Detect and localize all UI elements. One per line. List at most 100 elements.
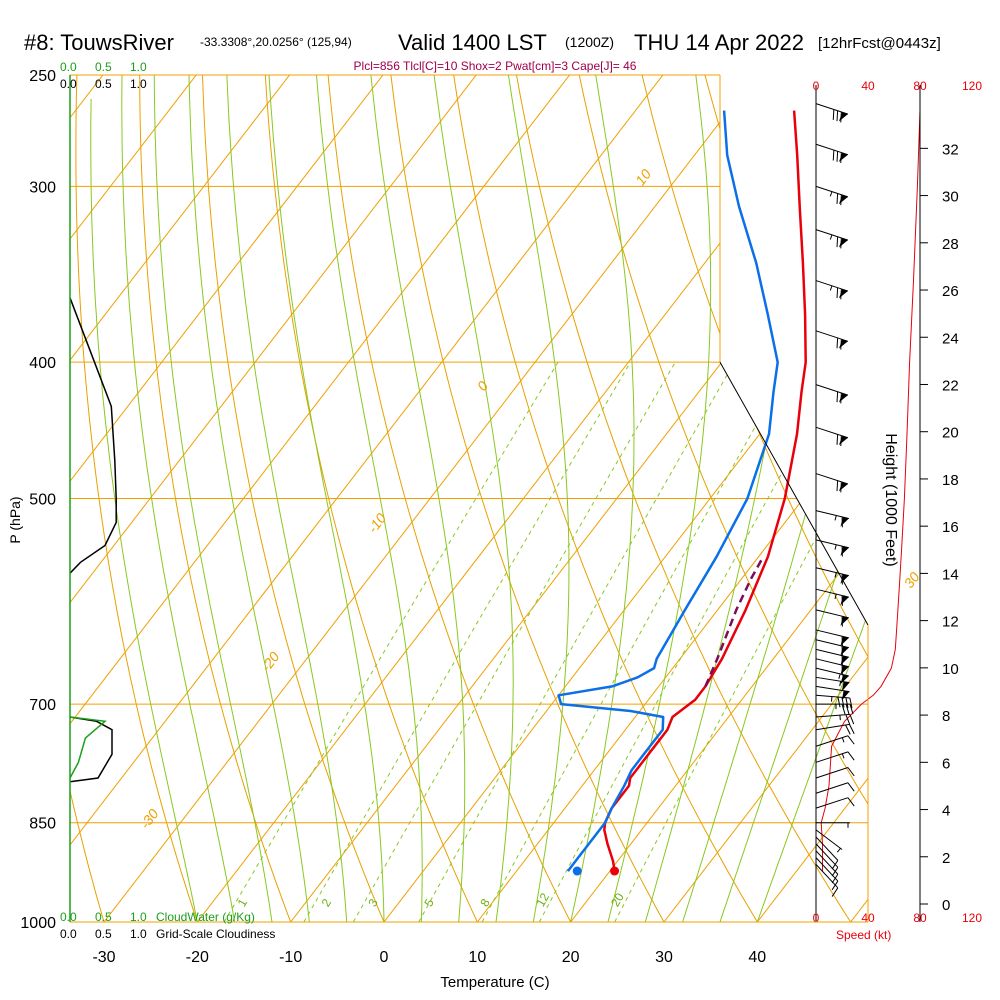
dry-adiabat-line [554,75,868,922]
barb-pennant [841,681,850,692]
barb-flag [840,111,842,123]
barb-half-flag [841,753,845,759]
wind-barb [816,822,850,828]
wind-barb [815,676,850,692]
moist-adiabat-line [719,75,868,922]
moist-adiabat-line [187,75,310,922]
wind-barb [815,797,855,809]
stability-indices: Plcl=856 Tlcl[C]=10 Shox=2 Pwat[cm]=3 Ca… [354,59,637,73]
mixing-ratio-line [614,361,868,922]
speed-tick-label-bottom: 0 [813,911,820,925]
isotherm-line [70,75,868,922]
height-tick-label: 32 [942,141,959,158]
wind-barb [815,723,855,735]
cloudiness-scale-label-top: 0.5 [95,77,112,91]
barb-staff [815,836,839,861]
pressure-tick-label: 300 [29,179,56,196]
mixing-ratio-line [538,361,844,922]
barb-half-flag [836,848,841,853]
isotherm-line [756,75,868,922]
barb-flag [836,337,839,349]
barb-flag [840,194,842,206]
cloudiness-profile-upper [69,297,117,574]
dry-adiabat-line [495,75,868,922]
dry-adiabat-line [731,75,868,922]
moist-adiabat-line [570,75,635,922]
barb-flag [831,867,839,877]
dry-adiabat-line [70,75,114,922]
cloudiness-scale-label-bottom: 0.5 [95,927,112,941]
wind-barb [815,648,849,667]
barb-flag [845,714,851,725]
barb-flag [836,391,839,403]
surface-dewpoint-dot [572,866,582,876]
barb-flag [836,236,839,248]
x-tick-label: 0 [380,949,389,966]
barb-flag [831,887,839,897]
wind-barb [815,667,849,685]
wind-barb [815,629,849,647]
barb-staff [815,782,849,794]
dry-adiabat-line [849,75,868,922]
x-tick-label: 30 [655,949,673,966]
barb-flag [841,703,846,715]
cloud-profile [69,297,117,783]
barb-pennant [841,690,850,701]
wind-barb [815,473,849,493]
isotherm-label: -30 [137,806,162,832]
moist-adiabat-line [756,75,868,922]
x-tick-label: -30 [92,949,115,966]
mixing-ratio-label: 5 [421,896,437,909]
wind-barb [815,713,855,725]
barb-flag [832,150,835,161]
sounding-profiles [557,110,807,876]
moist-adiabat-line [90,98,198,922]
cloudiness-scale-label-top: 1.0 [130,77,147,91]
moist-adiabat-line [607,75,712,922]
barb-half-flag [829,191,833,197]
barb-flag [840,237,842,249]
dry-adiabat-line [0,0,18,952]
isotherm-line [70,75,815,922]
barb-flag [832,109,835,120]
wind-barb [815,685,850,701]
barb-half-flag [838,673,841,679]
barb-flag [831,873,839,884]
forecast-tag: [12hrFcst@0443z] [818,35,941,52]
cloudiness-scale-label-bottom: 0.0 [60,927,77,941]
station-coordinates: -33.3308°,20.0256° (125,94) [200,35,352,49]
wind-barb [815,280,849,300]
speed-tick-label-top: 40 [861,79,875,93]
pressure-tick-label: 1000 [20,915,56,932]
moist-adiabat-line [308,75,423,922]
speed-axis-title: Speed (kt) [836,928,891,942]
isotherm-label: 0 [474,378,492,394]
chart-labels: -30 -20 -10 0 10 20 30 402503004005007008501000… [20,60,959,966]
barb-flag [831,880,839,891]
moist-adiabat-line [121,75,236,922]
barb-flag [847,797,855,807]
isotherm-lines [70,75,868,922]
pressure-tick-label: 500 [29,492,56,509]
wind-speed-profile [820,110,921,872]
y-axis-title: P (hPa) [7,496,23,543]
height-tick-label: 28 [942,236,959,253]
surface-temperature-dot [610,866,620,876]
barb-half-flag [839,681,842,687]
moist-adiabat-lines [90,75,868,922]
mixing-ratio-line [481,361,792,922]
pressure-tick-label: 400 [29,355,56,372]
isobar-lines [70,75,868,922]
barb-half-flag [834,515,837,521]
wind-barb [815,609,849,627]
isotherm-label: -20 [258,649,283,675]
barb-flag [836,193,839,204]
height-tick-label: 0 [942,897,950,914]
barb-flag [840,152,842,164]
barb-flag [847,767,855,777]
mixing-ratio-line [223,361,559,922]
cloudwater-scale-label-top: 1.0 [130,60,147,74]
height-tick-label: 14 [942,566,959,583]
cloudwater-scale-label-top: 0.5 [95,60,112,74]
cloudwater-profile-lower [69,716,107,779]
